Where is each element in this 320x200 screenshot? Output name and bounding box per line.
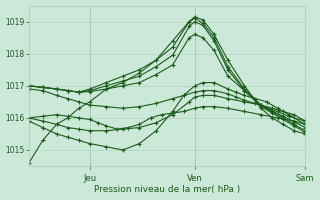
X-axis label: Pression niveau de la mer( hPa ): Pression niveau de la mer( hPa ) (94, 185, 240, 194)
